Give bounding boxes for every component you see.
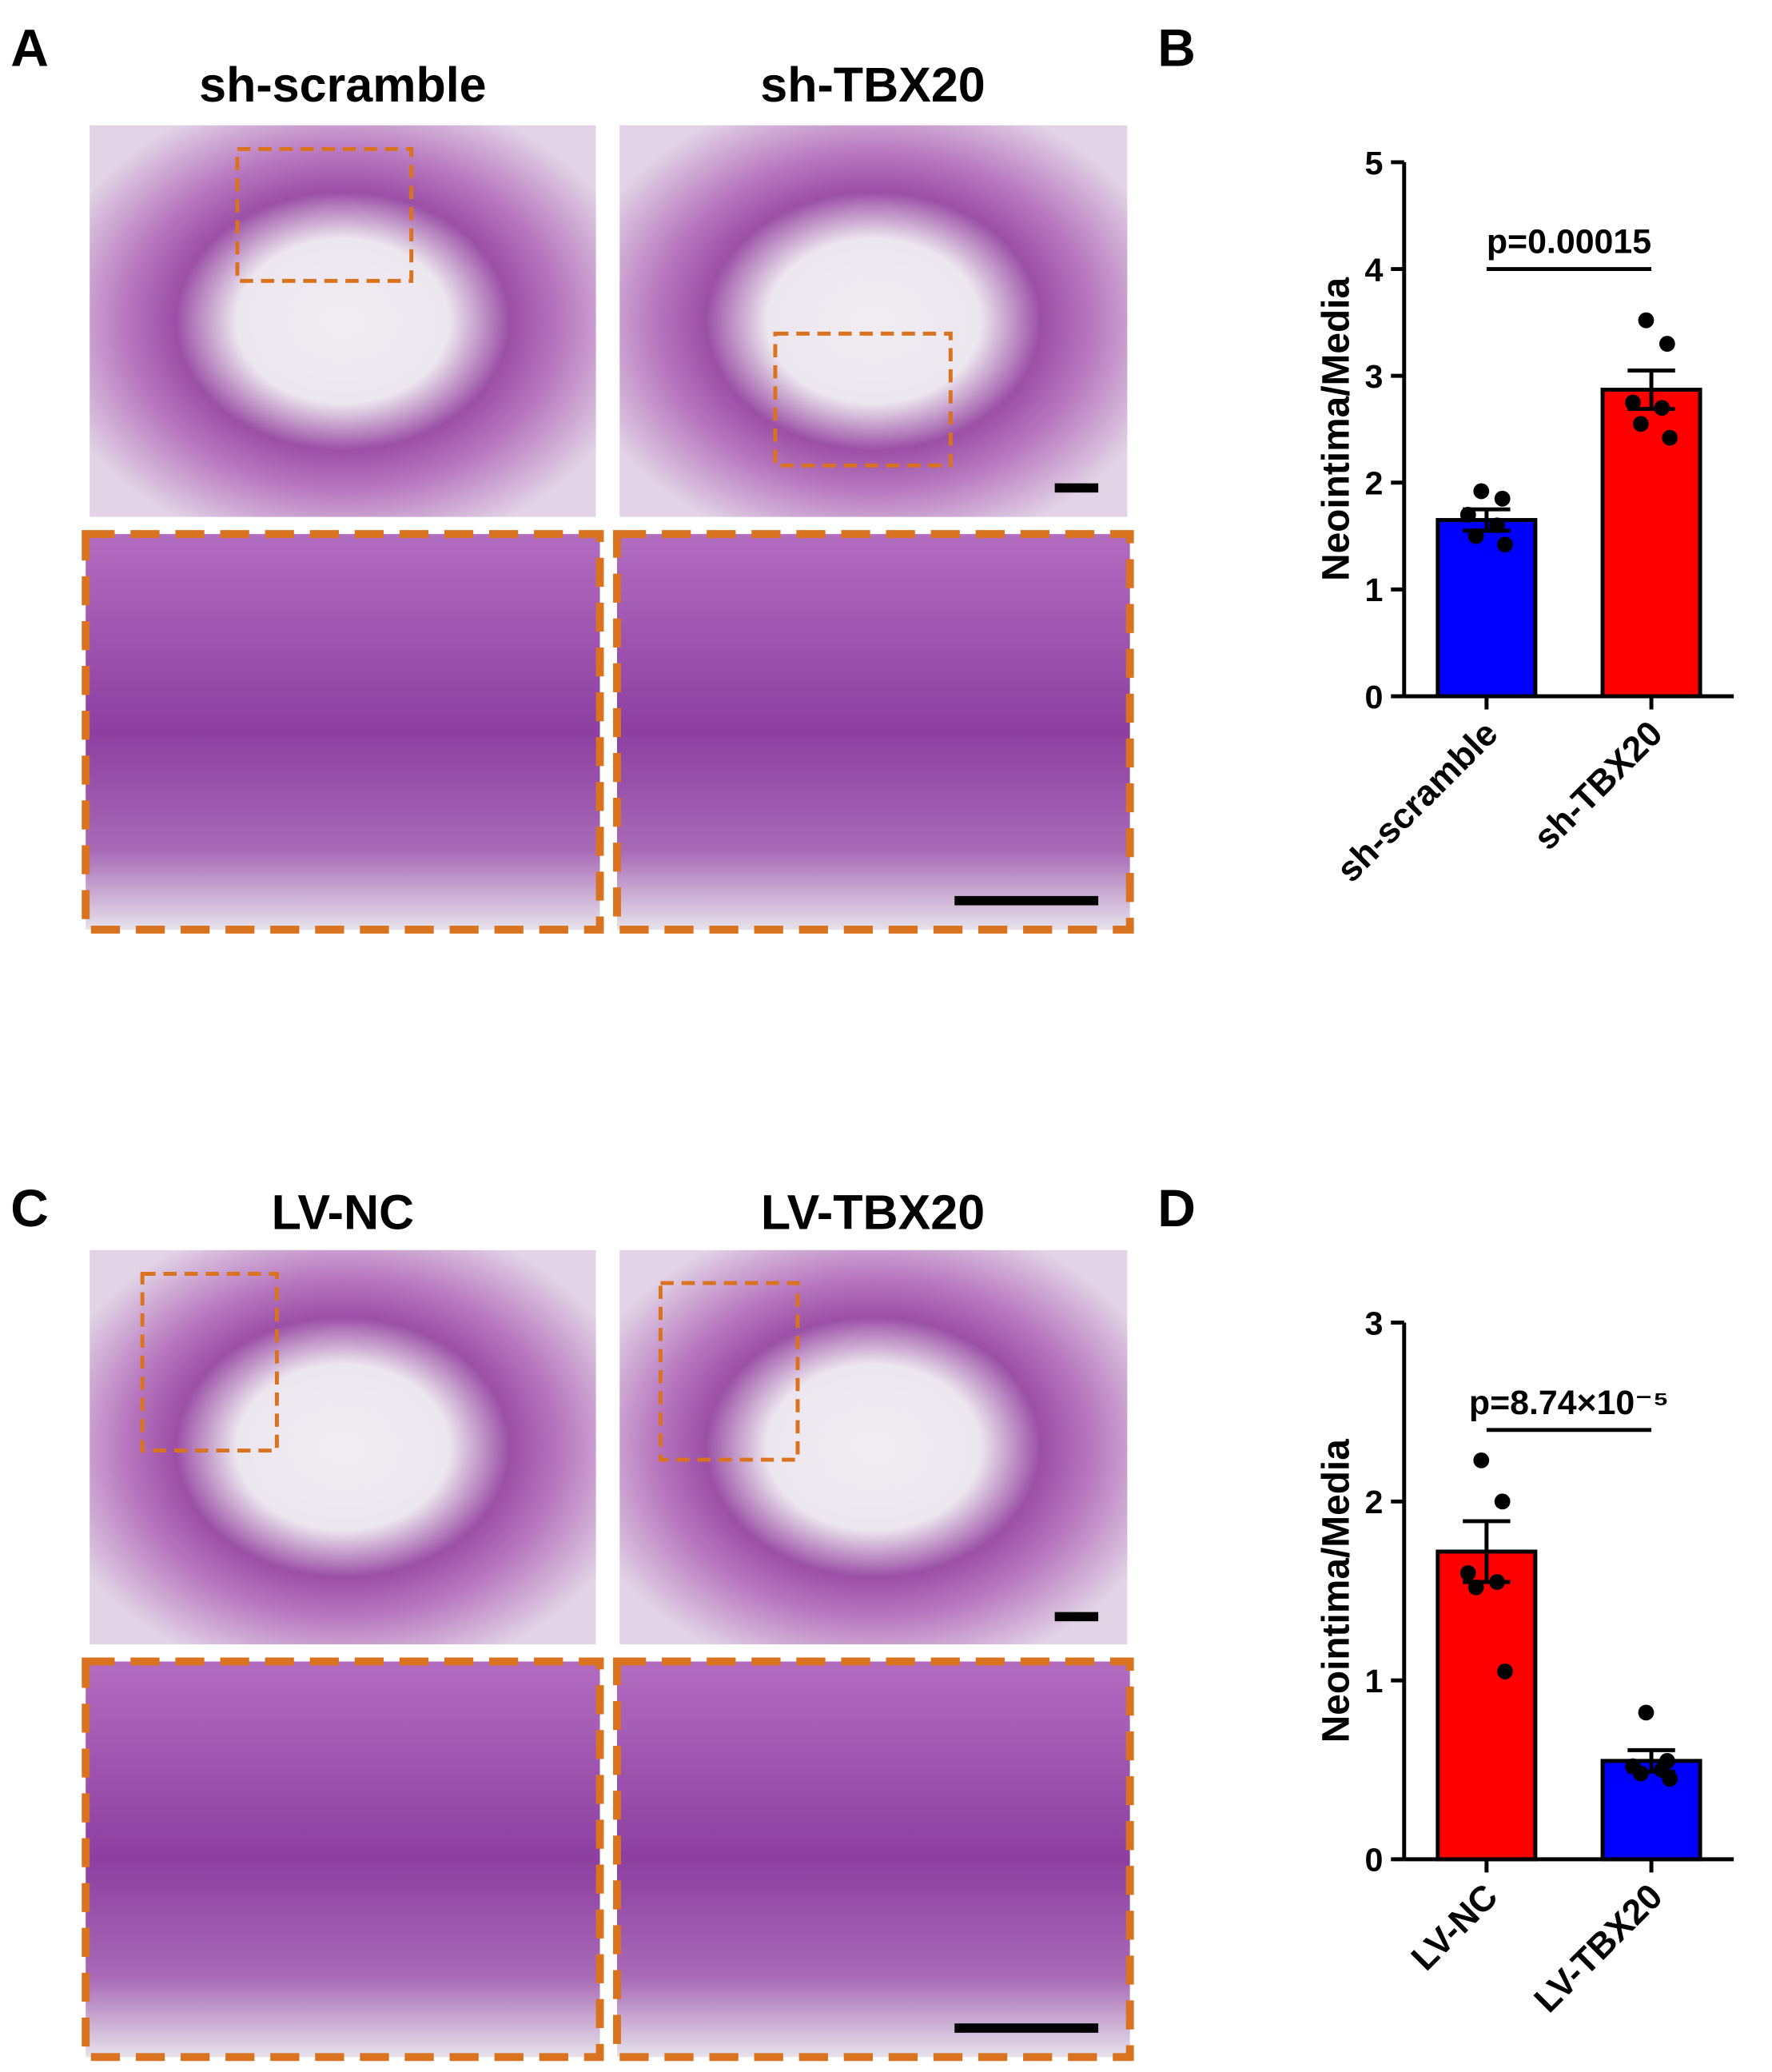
data-point [1497,536,1513,553]
micrograph [619,125,1128,517]
bar-chart: 0 1 2 3 4 5 Neointima/Media sh-scramble sh-TBX20… [1315,145,1734,890]
panel-label: C [10,1178,49,1237]
zoom-image [613,1657,1134,2062]
data-point [1662,429,1678,446]
image-title: sh-scramble [199,58,486,112]
image-titles: sh-scramble sh-TBX20 LV-NC LV-TBX20 [199,58,986,1239]
y-tick-label: 2 [1364,1484,1383,1520]
micrograph [90,1249,596,1645]
y-tick-label: 1 [1364,572,1383,608]
micrograph [619,1249,1128,1645]
data-point [1662,1771,1678,1787]
x-tick-label: sh-scramble [1329,714,1505,890]
data-point [1654,400,1670,416]
panel-label: B [1157,18,1196,78]
y-tick-label: 3 [1364,1305,1383,1341]
data-point [1632,416,1649,432]
data-point [1467,528,1484,544]
zoom-box [235,146,414,283]
data-point [1497,1664,1513,1680]
data-point [1489,517,1505,534]
data-point [1489,1574,1505,1590]
y-tick-label: 5 [1364,145,1383,181]
image-title: LV-NC [272,1185,415,1239]
data-point [1473,483,1490,500]
data-point [1625,394,1641,411]
zoom-box [658,1281,800,1462]
panel-label: A [10,18,49,78]
y-tick-label: 4 [1364,251,1383,288]
image-title: LV-TBX20 [761,1185,985,1239]
x-tick-label: LV-TBX20 [1527,1877,1670,2020]
annotation: p=0.00015 [1487,223,1651,261]
x-tick-label: LV-NC [1404,1877,1506,1978]
data-point [1494,1493,1511,1510]
bar [1600,1759,1702,1862]
zoom-box [140,1272,279,1453]
panel-labels: A B C D [10,18,1196,1238]
data-point [1473,1452,1490,1468]
data-point [1494,490,1511,507]
bar [1600,388,1702,699]
data-point [1459,506,1476,523]
panel-label: D [1157,1178,1196,1237]
bar [1436,1549,1538,1862]
y-axis-label: Neointima/Media [1315,277,1357,581]
y-axis-label: Neointima/Media [1315,1439,1357,1743]
zoom-image [613,530,1134,934]
data-point [1638,312,1655,329]
bar-chart: 0 1 2 3 Neointima/Media LV-NC LV-TBX20 p=8.74×1… [1315,1305,1734,2020]
y-tick-label: 0 [1364,1842,1383,1879]
y-tick-label: 0 [1364,679,1383,715]
data-point [1632,1765,1649,1782]
data-point [1459,1564,1476,1581]
image-title: sh-TBX20 [760,58,985,112]
y-tick-label: 2 [1364,465,1383,502]
data-point [1467,1579,1484,1596]
zoom-image [82,1657,604,2062]
y-tick-label: 3 [1364,358,1383,395]
zoom-box [773,331,953,468]
data-point [1638,1704,1655,1721]
data-point [1659,336,1675,352]
y-tick-label: 1 [1364,1663,1383,1699]
zoom-image [82,530,604,934]
micrograph [90,125,596,517]
x-tick-label: sh-TBX20 [1527,714,1670,858]
micrographs [82,125,1134,2062]
bar [1436,518,1538,699]
annotation: p=8.74×10⁻⁵ [1469,1384,1669,1422]
